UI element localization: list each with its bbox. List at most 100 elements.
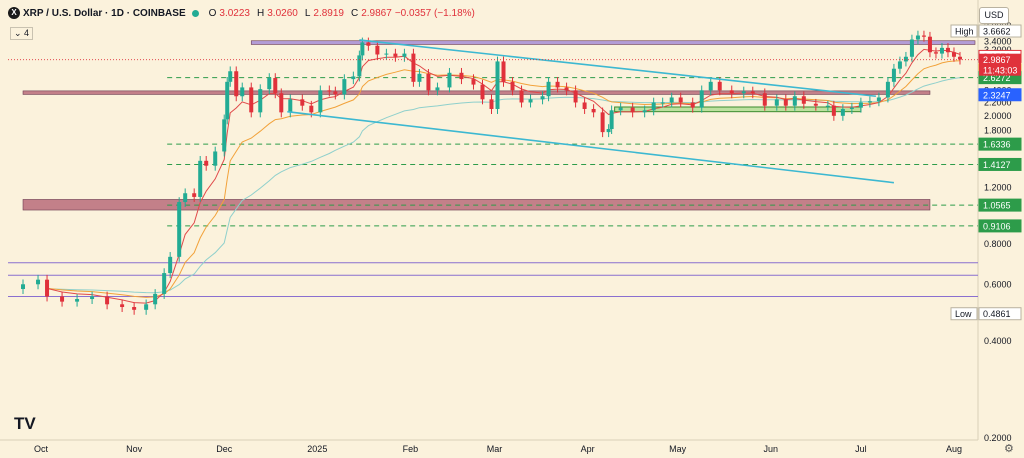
- candle-body: [153, 293, 158, 305]
- price-tag-box-4: [978, 137, 1022, 151]
- indicators-toggle[interactable]: ⌄ 4: [10, 27, 34, 40]
- horizontal-band-0: [250, 40, 976, 45]
- low-value-box: [978, 307, 1022, 321]
- candle-body: [471, 79, 476, 85]
- candle-body: [21, 284, 26, 290]
- candle-body: [411, 53, 416, 82]
- x-tick-label: Nov: [126, 444, 143, 454]
- ma-mid-line: [46, 60, 961, 298]
- candle-body: [729, 90, 734, 94]
- price-tag-box-5: [978, 157, 1022, 171]
- low-value: 2.8919: [313, 7, 344, 19]
- candle-body: [177, 202, 182, 257]
- candle-body: [279, 93, 284, 113]
- candle-body: [876, 97, 881, 102]
- candle-body: [327, 90, 332, 92]
- candle-body: [792, 96, 797, 106]
- close-label: C: [350, 7, 359, 19]
- candle-body: [204, 160, 209, 166]
- candle-body: [258, 89, 263, 113]
- y-tick-label: 0.2000: [984, 433, 1012, 443]
- price-tag-4: 1.6336: [983, 140, 1011, 150]
- open-value: 3.0223: [219, 7, 250, 19]
- candle-body: [813, 103, 818, 106]
- candle-body: [300, 99, 305, 106]
- horizontal-band-1: [22, 90, 931, 95]
- candle-body: [897, 61, 902, 69]
- high-label: High: [955, 27, 974, 37]
- candle-body: [309, 105, 314, 113]
- candle-body: [198, 160, 203, 197]
- low-label: L: [304, 7, 311, 19]
- price-tag-2: 2.6272: [983, 73, 1011, 83]
- candle-body: [783, 99, 788, 106]
- candle-body: [90, 296, 95, 300]
- candle-body: [45, 279, 50, 297]
- tradingview-logo-icon[interactable]: TV: [14, 414, 36, 433]
- candle-body: [234, 71, 239, 97]
- candle-body: [426, 73, 431, 91]
- symbol-title[interactable]: XRP / U.S. Dollar · 1D · COINBASE: [23, 7, 186, 19]
- candle-body: [690, 102, 695, 108]
- candle-body: [351, 76, 356, 80]
- price-tag-6: 1.0565: [983, 201, 1011, 211]
- candle-body: [510, 81, 515, 91]
- candle-body: [447, 72, 452, 88]
- candle-body: [825, 105, 830, 107]
- price-tag-box-6: [978, 198, 1022, 212]
- candle-body: [699, 90, 704, 108]
- high-label: H: [257, 7, 265, 19]
- candle-body: [360, 42, 365, 56]
- candle-body: [435, 87, 440, 91]
- gear-icon[interactable]: ⚙: [1004, 443, 1014, 455]
- xrp-logo-icon: X: [8, 7, 20, 19]
- candle-body: [927, 36, 932, 53]
- candle-body: [660, 102, 665, 104]
- y-tick-label: 3.4000: [984, 37, 1012, 47]
- candle-body: [384, 53, 389, 55]
- candle-body: [678, 97, 683, 103]
- low-label-box: [950, 307, 978, 321]
- candle-body: [909, 39, 914, 57]
- y-tick-label: 0.8000: [984, 239, 1012, 249]
- candle-body: [132, 307, 137, 310]
- candle-body: [480, 84, 485, 100]
- candle-body: [528, 99, 533, 103]
- candle-body: [366, 42, 371, 46]
- candle-body: [951, 52, 956, 57]
- x-tick-label: Jun: [764, 444, 779, 454]
- x-tick-label: Apr: [581, 444, 595, 454]
- candle-body: [192, 193, 197, 197]
- candle-body: [903, 56, 908, 62]
- currency-button[interactable]: USD: [979, 7, 1009, 24]
- low-label: Low: [955, 309, 972, 319]
- y-tick-label: 2.0000: [984, 111, 1012, 121]
- candle-body: [582, 102, 587, 109]
- candle-body: [801, 96, 806, 104]
- candle-body: [609, 110, 614, 130]
- candle-body: [495, 61, 500, 109]
- last-price-tag: 2.9867: [983, 55, 1011, 65]
- high-label-box: [950, 24, 978, 38]
- candle-body: [273, 78, 278, 94]
- close-value: 2.9867: [361, 7, 392, 19]
- candle-body: [333, 91, 338, 95]
- last-price-countdown: 11:43:03: [983, 66, 1017, 76]
- x-tick-label: Jul: [855, 444, 867, 454]
- candle-body: [717, 81, 722, 91]
- candle-body: [606, 129, 611, 133]
- trendline-0: [359, 39, 876, 98]
- candle-body: [183, 193, 188, 203]
- candle-body: [60, 296, 65, 302]
- symbol-header: X XRP / U.S. Dollar · 1D · COINBASE O 3.0…: [8, 7, 475, 19]
- candle-body: [225, 81, 230, 120]
- candle-body: [489, 99, 494, 109]
- candle-body: [318, 90, 323, 113]
- candle-body: [519, 90, 524, 103]
- candle-body: [402, 53, 407, 57]
- candle-body: [228, 71, 233, 82]
- x-tick-label: May: [669, 444, 687, 454]
- x-tick-label: Mar: [487, 444, 503, 454]
